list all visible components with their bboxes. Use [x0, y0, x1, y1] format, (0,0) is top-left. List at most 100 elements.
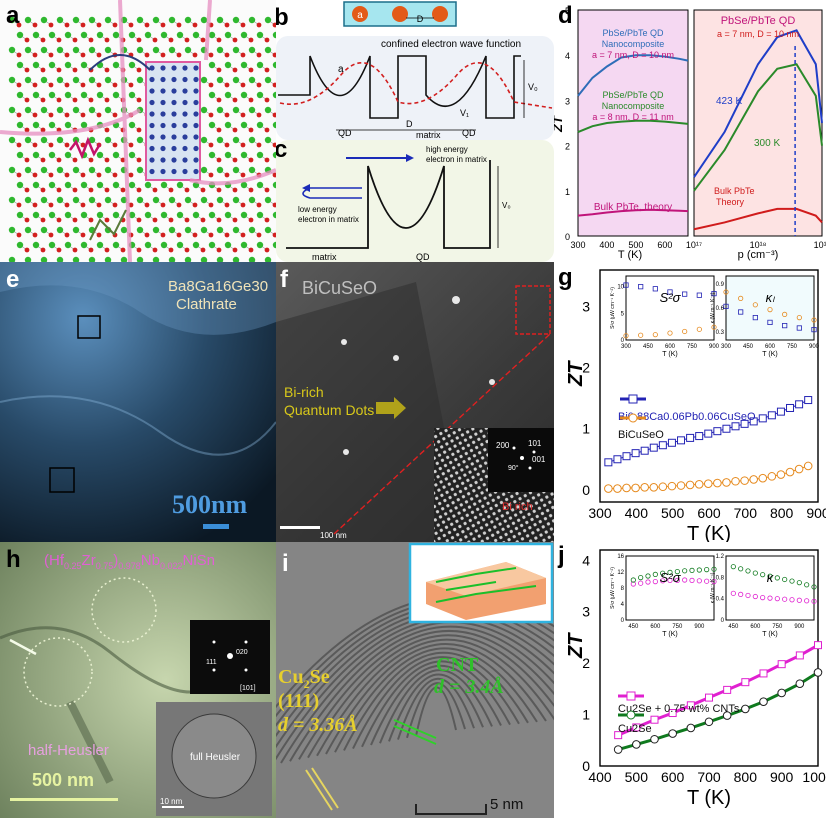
svg-j-point [668, 709, 677, 718]
svg-j-point [613, 745, 623, 754]
lattice-atom-red [80, 82, 86, 88]
d-right-ann-4: Theory [716, 197, 745, 207]
electron-path-icon [89, 54, 151, 71]
svg-g-point [613, 484, 622, 493]
svg-j-inset-0: S²σ 450 600 750 900 0 4 8 12 16 T (K) S²σ (μW cm⁻¹ … [610, 554, 717, 638]
d-left-ytick: 4 [565, 51, 570, 61]
lattice-atom-green [16, 181, 24, 189]
svg-j-inset-ytick: 4 [621, 602, 625, 608]
lattice-atom-red [88, 187, 94, 193]
lattice-atom-red [64, 232, 70, 238]
svg-g-inset-point [796, 314, 802, 321]
lattice-atom-red [192, 52, 198, 58]
lattice-atom-red [168, 37, 174, 43]
fft-label-101: 101 [528, 439, 542, 448]
svg-g-inset-ylabel: S²σ (μW cm⁻¹ K⁻²) [610, 287, 616, 329]
lattice-atom-green [264, 226, 272, 234]
lattice-atom-red [24, 187, 30, 193]
lattice-atom-green [248, 226, 256, 234]
lattice-atom-green [128, 151, 136, 159]
lattice-atom-red [88, 247, 94, 253]
lattice-atom-red [48, 82, 54, 88]
lattice-atom-red [240, 82, 246, 88]
lattice-atom-green [264, 46, 272, 54]
inset-d-mark: D [417, 14, 424, 24]
svg-g-xtick: 500 [661, 505, 685, 521]
svg-j-inset-point [782, 576, 788, 583]
svg-g-inset-xtick: 750 [787, 344, 798, 350]
svg-j-inset-xtick: 750 [672, 624, 683, 630]
lattice-atom-red [232, 247, 238, 253]
lattice-atom-red [240, 22, 246, 28]
lattice-atom-green [256, 91, 264, 99]
lattice-atom-green [208, 31, 216, 39]
lattice-atom-green [128, 61, 136, 69]
lattice-atom-red [272, 22, 276, 28]
svg-j-legend-label-1: Cu2Se [618, 723, 652, 735]
lattice-atom-green [136, 196, 144, 204]
svg-j-inset-point [730, 564, 736, 570]
lattice-atom-green [128, 121, 136, 129]
lattice-atom-red [152, 37, 158, 43]
fft-label-200: 200 [496, 441, 510, 450]
lattice-atom-red [56, 67, 62, 73]
lattice-atom-green [72, 76, 80, 84]
panel-j-zt-chart: 400500600700800900100001234T (K)ZTCu2Se … [554, 542, 826, 818]
lattice-atom-green [104, 136, 112, 144]
lattice-atom-red [248, 187, 254, 193]
lattice-atom-red [80, 22, 86, 28]
lattice-atom-red [48, 202, 54, 208]
lattice-atom-green [112, 151, 120, 159]
lattice-atom-green [48, 31, 56, 39]
lattice-atom-green [40, 76, 48, 84]
region-circle-1 [91, 577, 157, 643]
lattice-atom-red [56, 157, 62, 163]
lattice-atom-green [48, 181, 56, 189]
lattice-atom-green [240, 241, 248, 249]
lattice-atom-green [32, 121, 40, 129]
svg-j-inset-point [760, 594, 766, 601]
lattice-atom-red [264, 97, 270, 103]
d-left-ytick: 0 [565, 232, 570, 242]
lattice-atom-green [144, 241, 152, 249]
lattice-atom-green [8, 256, 16, 262]
lattice-atom-red [240, 112, 246, 118]
lattice-atom-green [64, 181, 72, 189]
lattice-fringe [415, 686, 457, 737]
svg-g-point [677, 436, 686, 445]
e-scale-label: 500nm [172, 490, 248, 519]
svg-g-inset-point [623, 282, 629, 288]
lattice-atom-red [80, 52, 86, 58]
lattice-atom-red [96, 202, 102, 208]
lattice-atom-green [192, 241, 200, 249]
fft-angle: 90° [508, 464, 519, 472]
lattice-atom-green [248, 196, 256, 204]
lattice-atom-red [136, 37, 142, 43]
h-scale-label: 500 nm [32, 770, 95, 790]
svg-j-point [723, 685, 732, 694]
d-right-subtitle: a = 7 nm, D = 10 nm [717, 29, 799, 39]
lattice-atom-green [88, 196, 96, 204]
lattice-atom-red [224, 232, 230, 238]
lattice-atom-red [136, 67, 142, 73]
lattice-atom-green [88, 106, 96, 114]
svg-g-inset-xlabel: T (K) [662, 351, 677, 358]
lattice-atom-red [160, 22, 166, 28]
lattice-atom-red [32, 52, 38, 58]
lattice-atom-red [88, 157, 94, 163]
arrow-icon [376, 397, 406, 419]
lattice-atom-red [48, 172, 54, 178]
d-left-ytick: 1 [565, 187, 570, 197]
panel-c-energy-filter: high energy electron in matrix low energ… [276, 140, 554, 262]
svg-j-point [704, 717, 714, 727]
svg-g-inset-ytick: 0.6 [716, 306, 725, 312]
svg-j-inset-1: κ 450 600 750 900 0 0.4 0.8 1.2 T (K) κ (W m⁻¹ K⁻¹… [710, 554, 817, 638]
lattice-atom-green [24, 136, 32, 144]
lattice-atom-green [24, 106, 32, 114]
svg-g-inset-title-1: κₗ [766, 290, 776, 305]
lattice-atom-green [232, 226, 240, 234]
panel-h-tem: 020 111 [101] full Heusler 10 nm h (Hf0.… [0, 542, 276, 818]
svg-j-inset-xtick: 750 [772, 624, 783, 630]
lattice-atom-green [200, 16, 208, 24]
lattice-atom-green [32, 151, 40, 159]
